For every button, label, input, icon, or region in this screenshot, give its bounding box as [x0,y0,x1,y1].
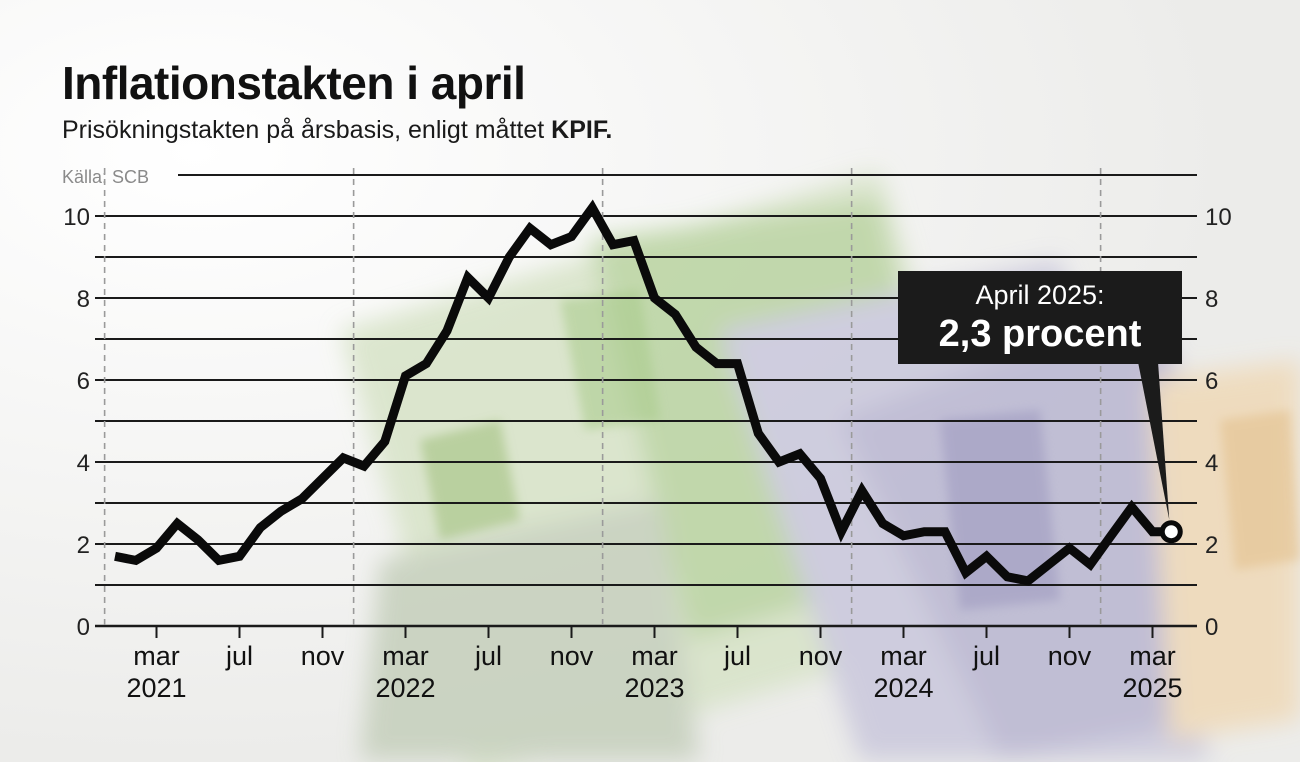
chart-subtitle: Prisökningstakten på årsbasis, enligt må… [62,116,612,145]
x-tick-label: nov [301,641,345,671]
grid-lines [95,168,1197,628]
y-tick-label-left: 0 [77,614,90,641]
y-tick-label-left: 2 [77,532,90,559]
callout-value: 2,3 procent [938,313,1142,355]
x-tick-label: jul [225,641,253,671]
x-tick-label: nov [1048,641,1092,671]
x-tick-label: jul [972,641,1000,671]
callout-box: April 2025: 2,3 procent [898,271,1182,364]
subtitle-kpif: KPIF. [551,116,613,144]
y-tick-label-right: 4 [1205,450,1218,477]
series-line-kpif [114,199,1174,586]
y-axis-left: 0 2 4 6 8 10 [63,204,90,641]
y-tick-label-left: 4 [77,450,90,477]
x-tick-label: mar [631,641,678,671]
x-tick-label: mar [880,641,927,671]
callout-date: April 2025: [975,280,1105,310]
x-tick-label: mar [382,641,429,671]
y-tick-label-right: 8 [1205,286,1218,313]
y-tick-label-right: 2 [1205,532,1218,559]
x-year-label: 2025 [1122,673,1182,703]
chart-title: Inflationstakten i april [62,57,526,109]
x-tick-label: nov [550,641,594,671]
x-year-label: 2022 [375,673,435,703]
source-label: Källa: SCB [62,167,150,187]
y-axis-right: 0 2 4 6 8 10 [1205,204,1232,641]
x-year-label: 2021 [126,673,186,703]
x-tick-label: jul [723,641,751,671]
x-tick-label: mar [1129,641,1176,671]
y-tick-label-left: 8 [77,286,90,313]
y-tick-label-right: 6 [1205,368,1218,395]
x-tick-label: nov [799,641,843,671]
y-tick-label-left: 6 [77,368,90,395]
x-tick-label: mar [133,641,180,671]
x-year-label: 2024 [873,673,933,703]
highlight-point [1159,520,1183,544]
subtitle-text: Prisökningstakten på årsbasis, enligt må… [62,116,545,144]
callout-pointer [1138,362,1170,520]
x-tick-label: jul [474,641,502,671]
y-tick-label-right: 10 [1205,204,1232,231]
y-tick-label-right: 0 [1205,614,1218,641]
y-tick-label-left: 10 [63,204,90,231]
x-year-label: 2023 [624,673,684,703]
